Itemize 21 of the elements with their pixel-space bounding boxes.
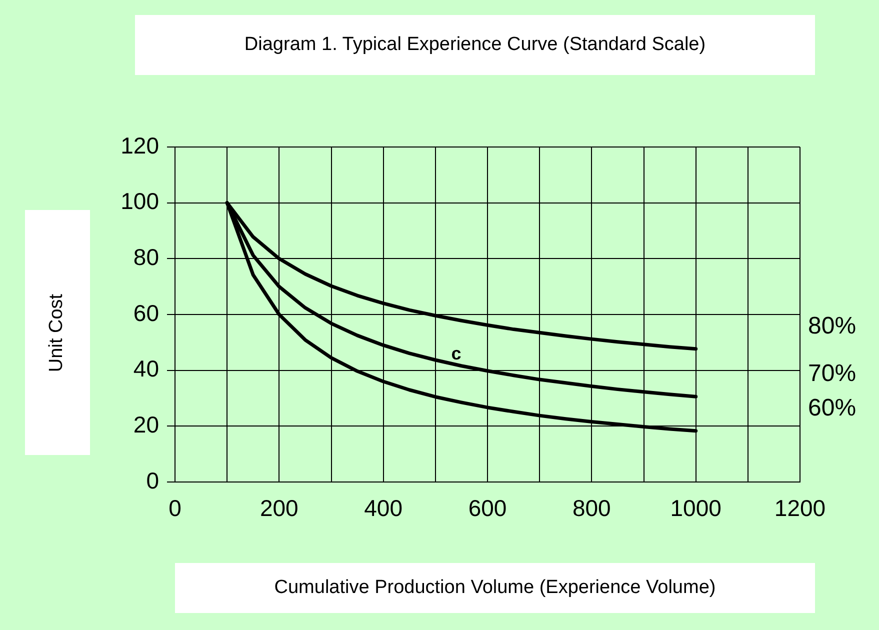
x-tick-label: 600	[468, 495, 507, 522]
text: 80%	[808, 312, 856, 340]
x-tick-label: 1000	[670, 495, 722, 522]
x-tick-label: 0	[168, 495, 182, 522]
x-tick-label: 1200	[774, 495, 826, 522]
x-tick-label: 400	[364, 495, 403, 522]
y-axis-title: Unit Cost	[46, 293, 68, 372]
y-tick-label: 60	[133, 300, 159, 326]
y-tick-label: 40	[133, 356, 159, 382]
text: 60%	[808, 394, 856, 422]
x-axis-title: Cumulative Production Volume (Experience Volume)	[175, 563, 815, 613]
annotation: c	[451, 344, 462, 364]
y-tick-label: 80	[133, 244, 159, 270]
x-tick-label: 800	[572, 495, 611, 522]
chart-title: Diagram 1. Typical Experience Curve (Standard Scale)	[135, 15, 815, 75]
y-tick-label: 20	[133, 412, 159, 438]
text: 70%	[808, 360, 856, 388]
x-tick-label: 200	[260, 495, 298, 522]
y-tick-label: 120	[120, 132, 159, 158]
y-tick-label: 0	[146, 467, 159, 494]
y-tick-label: 100	[120, 188, 159, 214]
